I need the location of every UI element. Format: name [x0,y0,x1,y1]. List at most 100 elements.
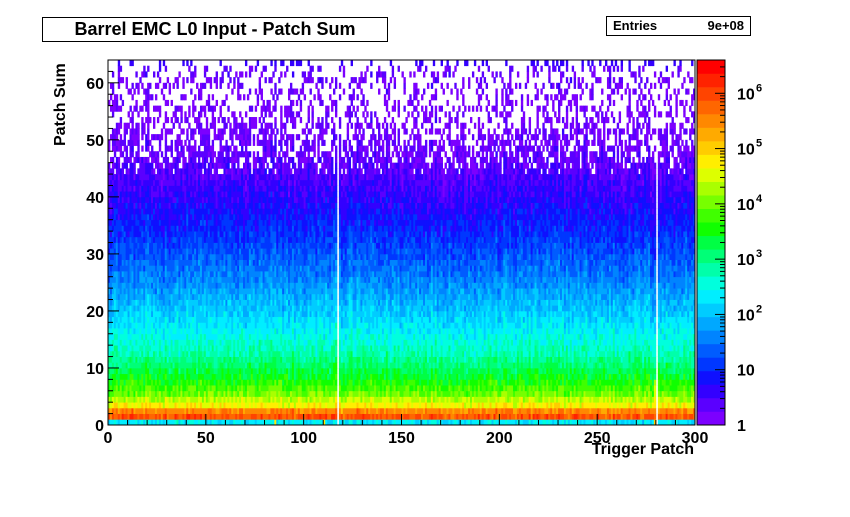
heatmap-cell [141,413,144,420]
heatmap-cell [137,310,140,318]
heatmap-cell [139,362,142,369]
heatmap-cell [160,196,164,203]
heatmap-cell [137,271,140,278]
heatmap-cell [153,259,156,266]
heatmap-cell [127,88,130,95]
heatmap-cell [262,117,265,124]
heatmap-cell [141,350,144,357]
heatmap-cell [115,225,119,232]
heatmap-cell [115,419,119,426]
heatmap-cell [154,151,158,158]
heatmap-cell [133,407,136,414]
heatmap-cell [147,191,150,198]
heatmap-cell [139,225,142,232]
heatmap-cell [278,151,281,158]
heatmap-cell [156,333,160,340]
heatmap-cell [115,128,119,135]
heatmap-cell [131,345,134,352]
heatmap-cell [153,219,156,226]
heatmap-cell [149,362,152,369]
heatmap-cell [156,82,160,89]
heatmap-cell [270,134,273,141]
heatmap-cell [121,419,125,426]
heatmap-cell [241,117,244,124]
heatmap-cell [166,117,170,124]
heatmap-cell [153,122,156,129]
heatmap-cell [145,185,148,192]
heatmap-cell [109,219,113,226]
heatmap-cell [121,407,125,414]
heatmap-cell [153,117,156,124]
heatmap-cell [109,191,113,198]
heatmap-cell [133,305,136,312]
heatmap-cell [123,156,127,164]
heatmap-cell [135,276,138,283]
heatmap-cell [158,350,162,357]
heatmap-cell [121,242,125,249]
heatmap-cell [256,151,260,158]
heatmap-cell [227,117,230,124]
heatmap-cell [133,316,136,323]
heatmap-cell [194,65,197,72]
heatmap-cell [115,305,119,312]
heatmap-cell [149,117,152,124]
heatmap-cell [154,276,158,283]
heatmap-cell [109,310,113,318]
heatmap-cell [137,208,140,215]
heatmap-cell [156,390,160,397]
heatmap-cell [143,179,146,186]
heatmap-cell [153,305,156,312]
heatmap-cell [162,333,166,340]
heatmap-cell [119,305,123,312]
heatmap-cell [111,265,115,272]
heatmap-cell [131,288,134,295]
heatmap-cell [143,288,146,295]
heatmap-cell [113,271,117,278]
heatmap-cell [151,333,154,340]
heatmap-cell [117,265,121,272]
heatmap-cell [108,379,111,386]
heatmap-cell [131,413,134,420]
heatmap-cell [113,322,117,329]
heatmap-cell [108,288,111,295]
heatmap-cell [154,305,158,312]
heatmap-cell [141,316,144,323]
heatmap-cell [135,259,138,266]
heatmap-cell [264,168,267,175]
heatmap-cell [154,356,158,363]
heatmap-cell [137,316,140,323]
heatmap-cell [119,322,123,329]
heatmap-cell [115,168,119,175]
heatmap-cell [125,77,128,84]
heatmap-cell [111,71,115,78]
heatmap-cell [127,345,130,352]
heatmap-cell [133,88,136,95]
heatmap-cell [111,322,115,329]
heatmap-cell [108,276,111,283]
heatmap-cell [160,253,164,261]
heatmap-cell [213,151,217,158]
heatmap-cell [117,373,121,380]
heatmap-cell [262,162,265,169]
heatmap-cell [131,356,134,363]
heatmap-cell [192,134,195,141]
heatmap-cells [108,60,696,426]
heatmap-cell [119,65,123,72]
heatmap-cell [145,162,148,169]
heatmap-cell [209,82,213,89]
heatmap-cell [274,82,277,89]
heatmap-cell [158,253,162,261]
heatmap-cell [162,367,166,375]
heatmap-cell [121,350,125,357]
heatmap-cell [108,350,111,357]
heatmap-cell [156,179,160,186]
heatmap-cell [129,259,132,266]
heatmap-cell [131,305,134,312]
heatmap-cell [223,99,226,107]
heatmap-cell [151,174,154,181]
heatmap-cell [127,310,130,318]
heatmap-cell [143,88,146,95]
heatmap-cell [111,88,115,95]
heatmap-cell [131,367,134,375]
heatmap-cell [125,179,128,186]
